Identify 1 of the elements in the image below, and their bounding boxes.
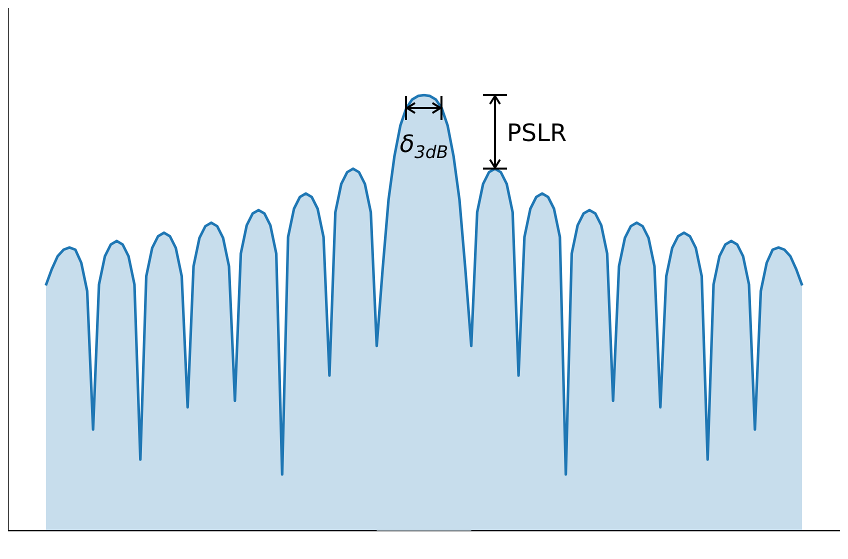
annotation: PSLR [506,118,567,147]
